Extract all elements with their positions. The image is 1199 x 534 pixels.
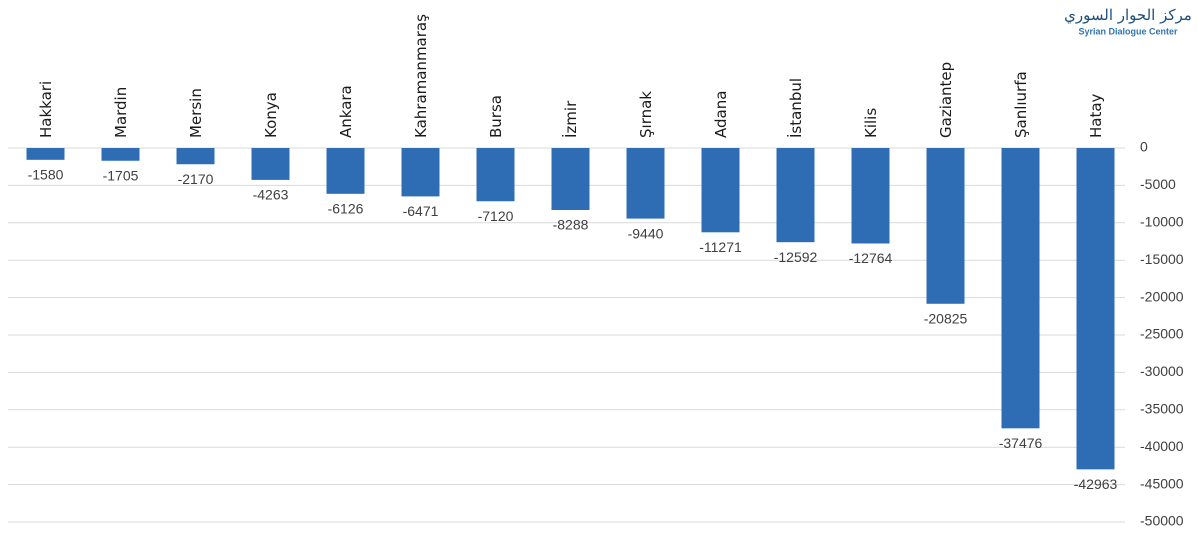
- x-tick-label: Ankara: [337, 85, 355, 138]
- x-tick-label: Kilis: [862, 108, 880, 138]
- bar: [1001, 148, 1040, 429]
- y-tick-label: -25000: [1140, 326, 1184, 342]
- bar: [401, 148, 440, 197]
- value-label: -1580: [28, 167, 64, 183]
- value-label: -9440: [628, 225, 664, 241]
- value-label: -20825: [924, 310, 968, 326]
- x-tick-label: Mardin: [112, 87, 130, 138]
- logo-arabic: مركز الحوار السوري: [1064, 6, 1192, 24]
- y-tick-label: -35000: [1140, 401, 1184, 417]
- x-tick-label: Hakkari: [37, 81, 55, 138]
- bar: [851, 148, 890, 244]
- x-tick-label: Şanlıurfa: [1012, 71, 1030, 138]
- y-tick-label: -30000: [1140, 363, 1184, 379]
- y-tick-label: -5000: [1140, 176, 1176, 192]
- y-tick-label: -40000: [1140, 438, 1184, 454]
- bar: [551, 148, 590, 210]
- y-tick-label: 0: [1140, 139, 1148, 155]
- bar: [776, 148, 815, 243]
- bar: [701, 148, 740, 233]
- x-tick-label: Adana: [712, 91, 730, 138]
- bar: [26, 148, 65, 160]
- y-tick-label: -50000: [1140, 513, 1184, 529]
- value-label: -11271: [699, 239, 742, 255]
- x-tick-label: Bursa: [487, 95, 505, 138]
- x-tick-label: Gaziantep: [937, 62, 955, 138]
- y-tick-label: -45000: [1140, 475, 1184, 491]
- y-tick-label: -20000: [1140, 288, 1184, 304]
- x-tick-label: İstanbul: [786, 78, 805, 138]
- value-label: -7120: [478, 208, 514, 224]
- y-tick-label: -10000: [1140, 214, 1184, 230]
- value-label: -6471: [403, 203, 439, 219]
- bar: [1076, 148, 1115, 470]
- x-tick-label: Hatay: [1087, 93, 1105, 138]
- x-tick-label: Konya: [262, 92, 280, 138]
- value-label: -1705: [103, 167, 139, 183]
- bar: [926, 148, 965, 304]
- value-label: -6126: [328, 201, 364, 217]
- value-label: -12764: [849, 250, 893, 266]
- value-label: -42963: [1074, 476, 1118, 492]
- x-tick-label: İzmir: [561, 100, 580, 138]
- value-label: -8288: [553, 217, 589, 233]
- bar: [326, 148, 365, 194]
- value-label: -37476: [999, 435, 1043, 451]
- bar: [176, 148, 215, 165]
- y-tick-label: -15000: [1140, 251, 1184, 267]
- x-tick-label: Şırnak: [637, 91, 655, 138]
- bar: [101, 148, 140, 161]
- bar: [626, 148, 665, 219]
- bar: [476, 148, 515, 202]
- value-label: -4263: [253, 187, 289, 203]
- value-label: -2170: [178, 171, 214, 187]
- x-tick-label: Kahramanmaraş: [412, 14, 430, 138]
- value-label: -12592: [774, 249, 818, 265]
- x-tick-label: Mersin: [187, 88, 205, 138]
- bar: [251, 148, 290, 180]
- logo-text: Syrian Dialogue Center: [1078, 26, 1178, 36]
